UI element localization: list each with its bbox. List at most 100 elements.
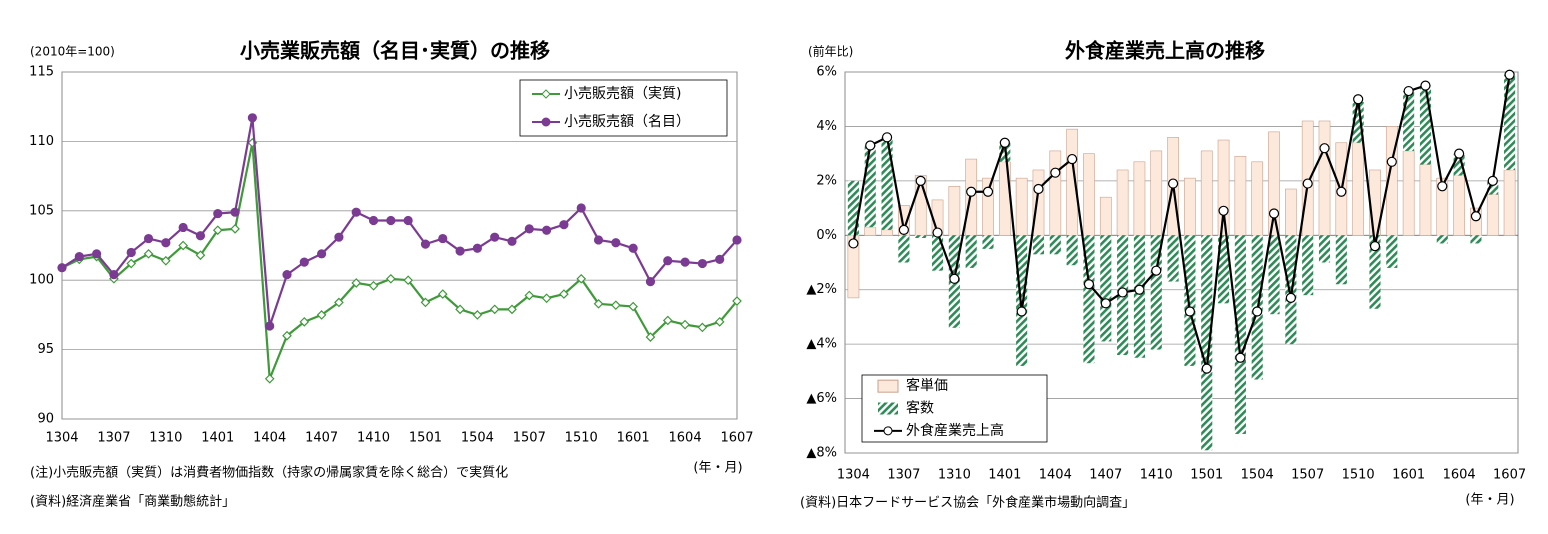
x-tick-label: 1501 (1190, 468, 1223, 483)
point (126, 258, 137, 269)
point (420, 239, 431, 249)
bar (1385, 126, 1398, 236)
bar (898, 235, 910, 263)
legend-box (519, 79, 728, 137)
point (559, 220, 569, 230)
y-tick-label: ▲4% (806, 337, 837, 352)
bar (881, 137, 893, 230)
point (143, 233, 154, 244)
bar (1133, 161, 1146, 236)
point (898, 224, 909, 235)
point (1302, 178, 1313, 189)
point (1268, 208, 1280, 219)
bar (1251, 161, 1264, 236)
x-tick-label: 1404 (253, 431, 286, 446)
point (645, 332, 656, 342)
y-tick-label: 110 (29, 134, 54, 149)
x-tick-label: 1410 (1140, 468, 1173, 483)
bar (1032, 169, 1045, 236)
y-tick-label: ▲6% (806, 391, 837, 406)
point (317, 249, 327, 259)
point (472, 243, 482, 253)
point (351, 278, 362, 288)
point (697, 258, 707, 269)
x-tick-label: 1401 (988, 468, 1021, 483)
legend-swatch (877, 379, 899, 393)
bar (1184, 235, 1196, 366)
point (403, 275, 414, 286)
bar (881, 229, 893, 236)
point (1235, 352, 1246, 363)
bar (1470, 207, 1482, 236)
point (368, 215, 379, 226)
point (230, 207, 240, 217)
bar (1503, 169, 1516, 236)
point (1336, 186, 1347, 197)
bar (1234, 156, 1247, 236)
x-tick-label: 1510 (1342, 468, 1375, 483)
point (865, 140, 876, 151)
point (628, 243, 638, 253)
point (109, 270, 119, 280)
bar (1184, 177, 1196, 236)
bar (1083, 235, 1095, 364)
bar (1487, 180, 1499, 195)
bar (1066, 235, 1078, 266)
point (576, 273, 587, 284)
x-tick-label: 1310 (938, 468, 971, 483)
y-tick-label: 100 (29, 273, 54, 288)
point (437, 289, 448, 299)
point (178, 240, 189, 251)
x-axis-unit: (年・月) (693, 461, 742, 476)
source: (資料)経済産業省「商業動態統計」 (30, 494, 235, 510)
point (1033, 183, 1044, 195)
point (1184, 306, 1196, 317)
source: (資料)日本フードサービス協会「外食産業市場動向調査」 (800, 495, 1135, 511)
bar (864, 226, 877, 236)
bar (1167, 235, 1179, 282)
point (1386, 156, 1397, 167)
point (966, 186, 977, 197)
point (160, 255, 171, 266)
point (1369, 241, 1381, 252)
x-tick-label: 1404 (1039, 468, 1072, 483)
point (1201, 363, 1212, 374)
point (213, 208, 223, 219)
chart-title: 小売業販売額（名目･実質）の推移 (240, 39, 550, 63)
point (732, 235, 742, 245)
point (230, 223, 240, 234)
point (982, 186, 994, 197)
y-tick-label: 0% (816, 228, 837, 243)
point (697, 322, 708, 333)
x-axis-unit: (年・月) (1465, 493, 1514, 508)
bar (1049, 150, 1062, 236)
point (680, 257, 690, 267)
point (455, 246, 465, 256)
legend-marker (541, 89, 551, 99)
point (1454, 148, 1465, 159)
point (541, 293, 552, 304)
point (1285, 292, 1296, 303)
x-tick-label: 1401 (201, 431, 234, 446)
bar (965, 235, 977, 268)
x-tick-label: 1307 (97, 431, 130, 446)
bar (1301, 120, 1314, 236)
y-tick-label: ▲2% (806, 282, 837, 297)
point (715, 254, 725, 264)
point (1437, 181, 1448, 192)
x-tick-label: 1410 (357, 431, 390, 446)
point (1100, 298, 1111, 309)
x-tick-label: 1507 (513, 431, 546, 446)
point (932, 227, 943, 238)
bar (1201, 235, 1213, 451)
point (368, 280, 379, 291)
point (1117, 287, 1128, 298)
point (714, 316, 725, 327)
point (282, 330, 292, 341)
point (610, 300, 621, 311)
bar (982, 235, 994, 249)
bar (1352, 101, 1364, 143)
bar (1234, 235, 1246, 434)
